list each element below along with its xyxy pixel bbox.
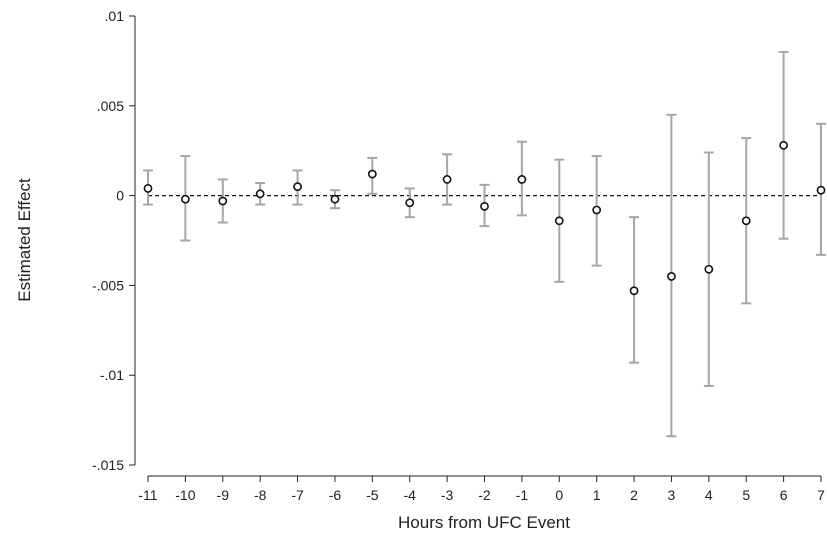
estimate-point (741, 216, 751, 226)
x-tick-label: 5 (742, 487, 750, 503)
x-tick-label: -1 (516, 487, 529, 503)
x-tick-label: -8 (254, 487, 267, 503)
x-axis-title: Hours from UFC Event (398, 513, 570, 532)
estimate-point (218, 196, 228, 206)
x-tick-label: -4 (403, 487, 416, 503)
estimate-point (704, 264, 714, 274)
estimate-point (143, 184, 153, 193)
x-tick-label: -6 (329, 487, 342, 503)
estimate-point (816, 185, 826, 195)
y-tick-label: .01 (105, 8, 125, 24)
estimate-group (741, 137, 752, 305)
x-ticks: -11 -10 -9 -8 -7 -6 -5 -4 -3 -2 -1 0 1 2 3 4 5 6 7 (138, 476, 825, 503)
y-tick-label: 0 (116, 188, 124, 204)
x-tick-label: -5 (366, 487, 379, 503)
x-tick-label: -9 (217, 487, 230, 503)
estimate-point (517, 175, 527, 184)
y-tick-label: -.005 (92, 277, 124, 293)
x-tick-label: 4 (705, 487, 713, 503)
estimate-group (816, 122, 826, 256)
estimate-group (442, 153, 453, 206)
x-tick-label: -2 (478, 487, 491, 503)
estimate-group (404, 187, 415, 219)
x-tick-label: 6 (780, 487, 788, 503)
estimate-point (629, 286, 639, 296)
estimate-group (703, 151, 714, 387)
estimate-point (255, 189, 265, 199)
estimate-group (143, 169, 153, 206)
x-tick-label: -10 (175, 487, 195, 503)
estimate-group (329, 189, 340, 210)
estimate-series (143, 50, 826, 438)
x-axis: -11 -10 -9 -8 -7 -6 -5 -4 -3 -2 -1 0 1 2 3 4 5 6 7 (138, 475, 825, 503)
estimate-group (516, 140, 527, 217)
estimate-point (442, 175, 452, 184)
x-tick-label: 3 (668, 487, 676, 503)
y-axis-title: Estimated Effect (15, 178, 34, 302)
y-tick-label: .005 (97, 98, 124, 114)
estimate-point (405, 198, 415, 208)
estimate-group (591, 155, 602, 267)
x-tick-label: 1 (593, 487, 601, 503)
estimate-group (180, 155, 191, 242)
estimate-point (180, 194, 190, 204)
estimate-point (367, 169, 377, 179)
estimate-group (217, 178, 228, 224)
x-tick-label: -11 (138, 487, 157, 503)
x-tick-label: -7 (291, 487, 304, 503)
estimate-group (479, 183, 490, 228)
estimate-group (255, 182, 266, 206)
estimate-group (292, 169, 303, 206)
estimate-point (330, 194, 340, 204)
estimate-group (666, 113, 677, 438)
estimate-point (779, 140, 789, 150)
estimate-point (293, 182, 302, 192)
x-tick-label: 0 (555, 487, 563, 503)
x-tick-label: 7 (817, 487, 825, 503)
y-tick-label: -.015 (92, 457, 124, 473)
estimate-point (554, 216, 564, 226)
y-ticks: .01 .005 0 -.005 -.01 -.015 (92, 8, 135, 473)
estimate-point (592, 205, 602, 215)
estimate-group (367, 156, 378, 195)
estimate-point (667, 272, 676, 281)
estimate-group (629, 216, 640, 364)
x-tick-label: -3 (441, 487, 454, 503)
y-axis: .01 .005 0 -.005 -.01 -.015 (92, 8, 136, 473)
estimate-point (480, 201, 489, 211)
estimate-group (778, 50, 789, 240)
x-tick-label: 2 (630, 487, 638, 503)
y-tick-label: -.01 (100, 367, 124, 383)
estimate-group (554, 158, 565, 283)
